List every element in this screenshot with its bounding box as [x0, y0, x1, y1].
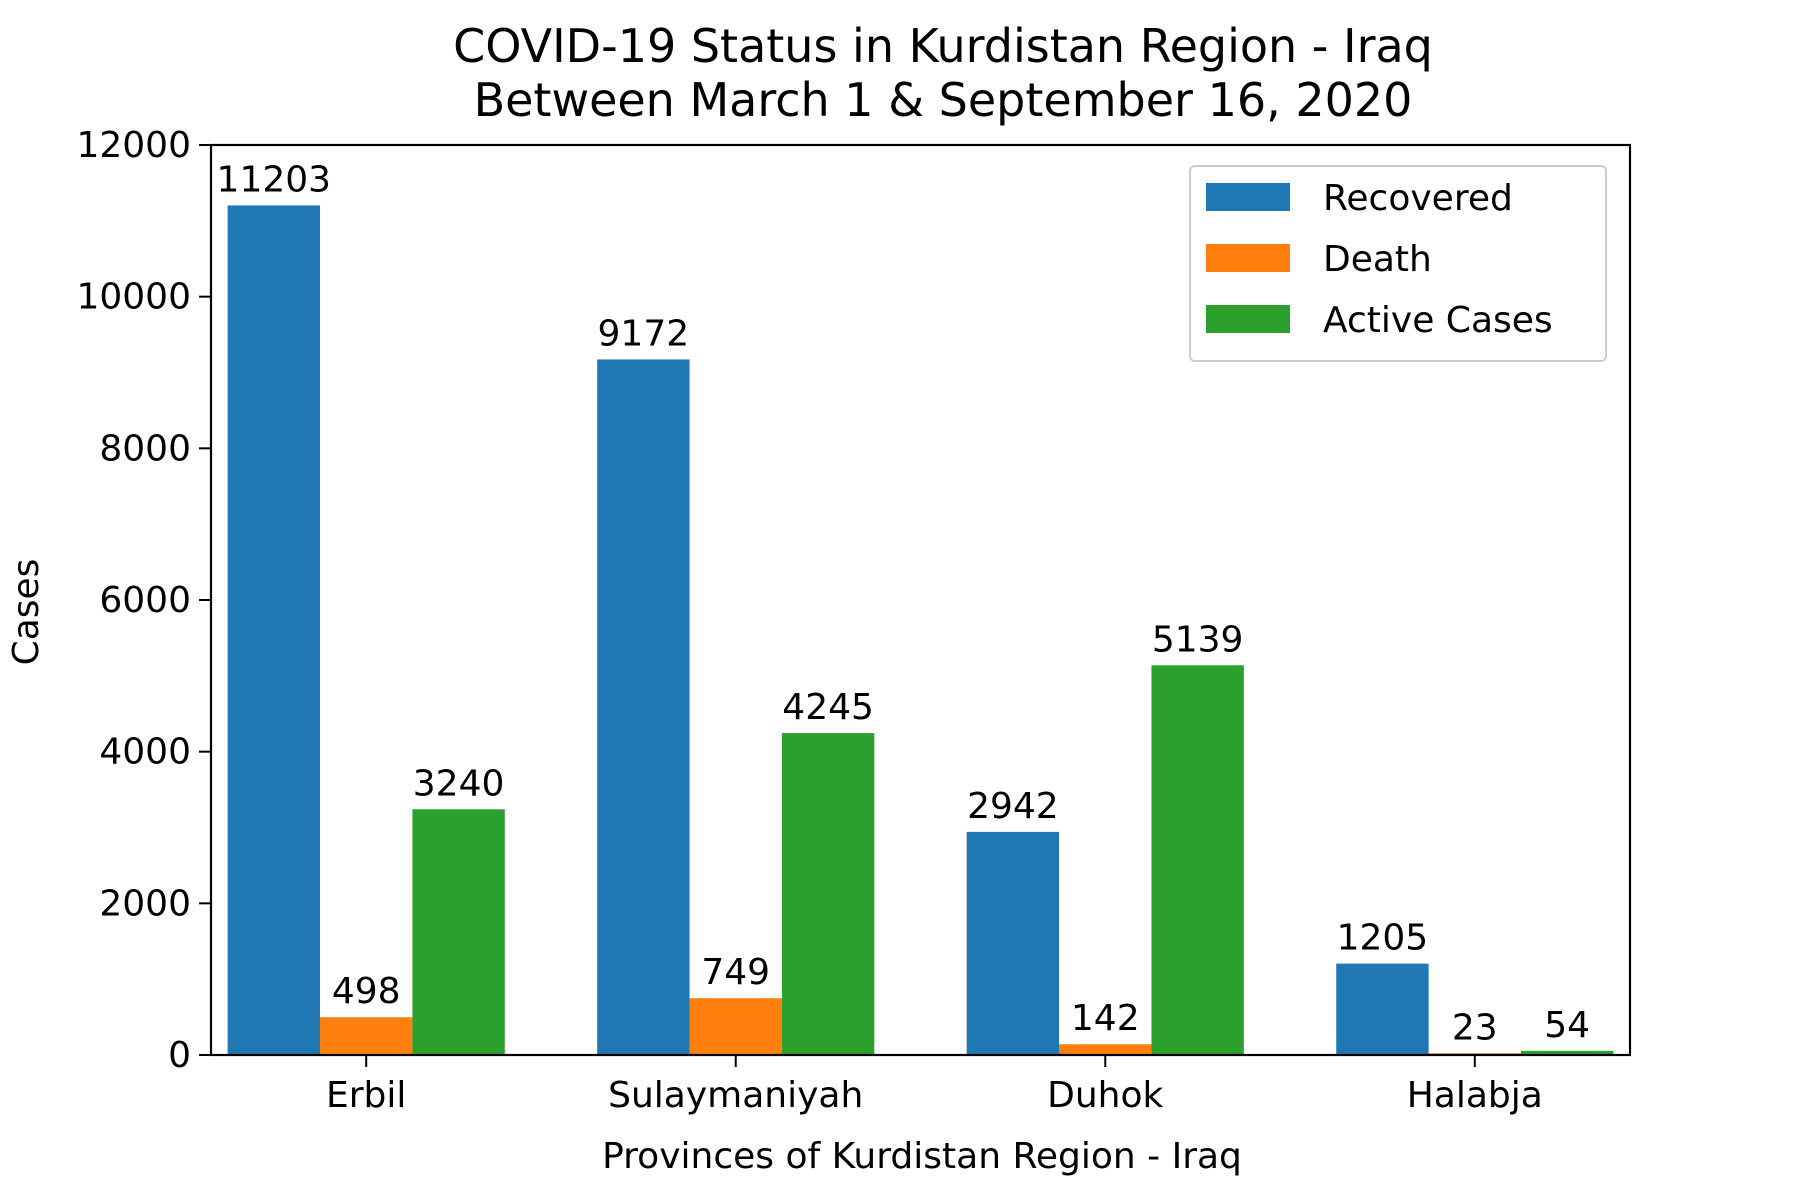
x-tick-label: Sulaymaniyah [608, 1075, 863, 1116]
y-axis-label: Cases [6, 559, 47, 666]
chart-title: COVID-19 Status in Kurdistan Region - Ir… [453, 19, 1433, 73]
legend-label: Death [1323, 239, 1432, 280]
data-label: 142 [1071, 998, 1140, 1039]
data-label: 3240 [413, 763, 505, 804]
y-tick-label: 8000 [99, 428, 191, 469]
bar-active-cases-erbil [412, 809, 505, 1055]
bar-death-sulaymaniyah [689, 998, 782, 1055]
bar-recovered-duhok [966, 831, 1060, 1055]
bar-active-cases-duhok [1151, 665, 1244, 1055]
legend-swatch [1206, 183, 1290, 211]
bar-death-erbil [320, 1017, 413, 1055]
data-label: 4245 [782, 687, 874, 728]
bar-death-duhok [1059, 1044, 1152, 1055]
bar-active-cases-sulaymaniyah [781, 733, 875, 1055]
legend-label: Active Cases [1323, 300, 1553, 341]
data-label: 11203 [217, 159, 332, 200]
x-tick-label: Duhok [1047, 1075, 1163, 1116]
data-label: 498 [332, 971, 401, 1012]
bar-recovered-halabja [1336, 963, 1429, 1055]
bar-recovered-sulaymaniyah [597, 359, 690, 1055]
legend-swatch [1206, 305, 1290, 333]
data-label: 2942 [967, 786, 1059, 827]
bar-recovered-erbil [227, 205, 321, 1056]
data-label: 749 [701, 952, 770, 993]
data-label: 23 [1452, 1007, 1498, 1048]
x-tick-label: Erbil [326, 1075, 406, 1116]
data-label: 54 [1544, 1005, 1590, 1046]
y-tick-label: 12000 [76, 125, 191, 166]
legend-label: Recovered [1323, 178, 1513, 219]
y-tick-label: 0 [168, 1035, 191, 1076]
data-label: 1205 [1337, 918, 1429, 959]
y-tick-label: 10000 [76, 277, 191, 318]
plot-area: 11203 9172 2942 1205 498 749 142 23 3240 4245 5139… [76, 125, 1632, 1116]
x-tick-label: Halabja [1407, 1075, 1543, 1116]
bar-active-cases-halabja [1520, 1050, 1614, 1055]
x-axis-label: Provinces of Kurdistan Region - Iraq [602, 1136, 1242, 1177]
data-label: 9172 [598, 313, 690, 354]
data-label: 5139 [1152, 619, 1244, 660]
y-tick-label: 4000 [99, 732, 191, 773]
legend-box [1189, 165, 1607, 362]
legend: Recovered Death Active Cases [1189, 165, 1607, 362]
y-tick-label: 2000 [99, 883, 191, 924]
legend-swatch [1206, 244, 1290, 272]
y-tick-label: 6000 [99, 580, 191, 621]
chart-subtitle: Between March 1 & September 16, 2020 [474, 73, 1413, 127]
